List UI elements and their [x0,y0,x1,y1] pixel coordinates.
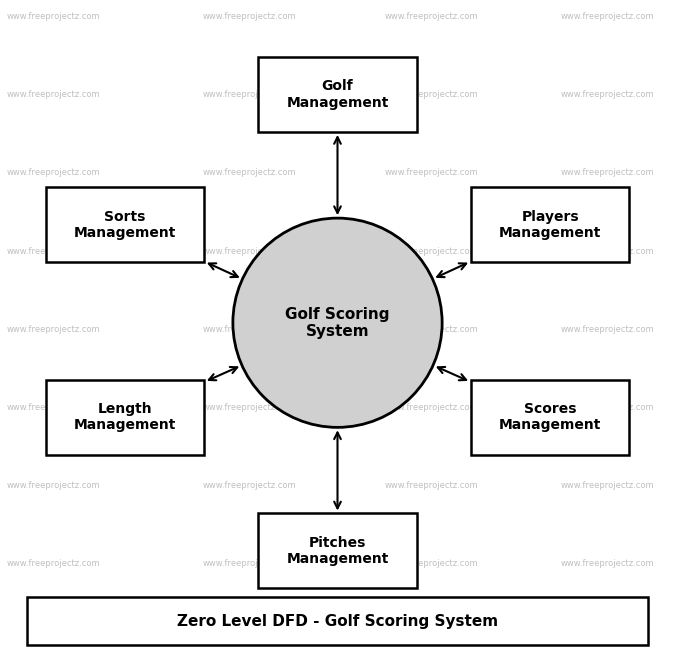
Text: www.freeprojectz.com: www.freeprojectz.com [7,246,101,256]
Text: www.freeprojectz.com: www.freeprojectz.com [7,481,101,490]
Text: www.freeprojectz.com: www.freeprojectz.com [385,168,479,177]
Text: www.freeprojectz.com: www.freeprojectz.com [560,325,654,334]
Text: www.freeprojectz.com: www.freeprojectz.com [7,12,101,21]
Text: www.freeprojectz.com: www.freeprojectz.com [385,246,479,256]
Text: www.freeprojectz.com: www.freeprojectz.com [560,481,654,490]
FancyBboxPatch shape [45,379,204,455]
Text: Golf
Management: Golf Management [286,80,389,110]
Text: Players
Management: Players Management [499,210,601,240]
Text: www.freeprojectz.com: www.freeprojectz.com [560,403,654,412]
Text: Golf Scoring
System: Golf Scoring System [286,306,389,339]
Text: www.freeprojectz.com: www.freeprojectz.com [385,481,479,490]
Text: www.freeprojectz.com: www.freeprojectz.com [560,168,654,177]
Text: www.freeprojectz.com: www.freeprojectz.com [7,168,101,177]
Text: www.freeprojectz.com: www.freeprojectz.com [202,559,296,569]
Text: www.freeprojectz.com: www.freeprojectz.com [202,246,296,256]
FancyBboxPatch shape [258,514,416,588]
FancyBboxPatch shape [471,379,629,455]
Text: Pitches
Management: Pitches Management [286,536,389,566]
FancyBboxPatch shape [27,597,648,645]
Text: www.freeprojectz.com: www.freeprojectz.com [385,12,479,21]
Text: www.freeprojectz.com: www.freeprojectz.com [385,90,479,99]
Text: www.freeprojectz.com: www.freeprojectz.com [385,325,479,334]
Text: Zero Level DFD - Golf Scoring System: Zero Level DFD - Golf Scoring System [177,614,498,629]
Text: www.freeprojectz.com: www.freeprojectz.com [7,559,101,569]
Text: www.freeprojectz.com: www.freeprojectz.com [385,403,479,412]
FancyBboxPatch shape [471,188,629,262]
Text: www.freeprojectz.com: www.freeprojectz.com [202,325,296,334]
Text: www.freeprojectz.com: www.freeprojectz.com [202,90,296,99]
Text: www.freeprojectz.com: www.freeprojectz.com [7,90,101,99]
Text: www.freeprojectz.com: www.freeprojectz.com [7,403,101,412]
Text: Scores
Management: Scores Management [499,402,601,432]
Text: www.freeprojectz.com: www.freeprojectz.com [202,481,296,490]
Text: www.freeprojectz.com: www.freeprojectz.com [560,90,654,99]
Text: www.freeprojectz.com: www.freeprojectz.com [560,12,654,21]
Text: www.freeprojectz.com: www.freeprojectz.com [560,559,654,569]
FancyBboxPatch shape [258,57,416,132]
Text: Length
Management: Length Management [74,402,176,432]
FancyBboxPatch shape [45,188,204,262]
Text: www.freeprojectz.com: www.freeprojectz.com [560,246,654,256]
Text: www.freeprojectz.com: www.freeprojectz.com [385,559,479,569]
Text: www.freeprojectz.com: www.freeprojectz.com [202,168,296,177]
Text: www.freeprojectz.com: www.freeprojectz.com [202,403,296,412]
Ellipse shape [233,218,442,427]
Text: www.freeprojectz.com: www.freeprojectz.com [7,325,101,334]
Text: Sorts
Management: Sorts Management [74,210,176,240]
Text: www.freeprojectz.com: www.freeprojectz.com [202,12,296,21]
